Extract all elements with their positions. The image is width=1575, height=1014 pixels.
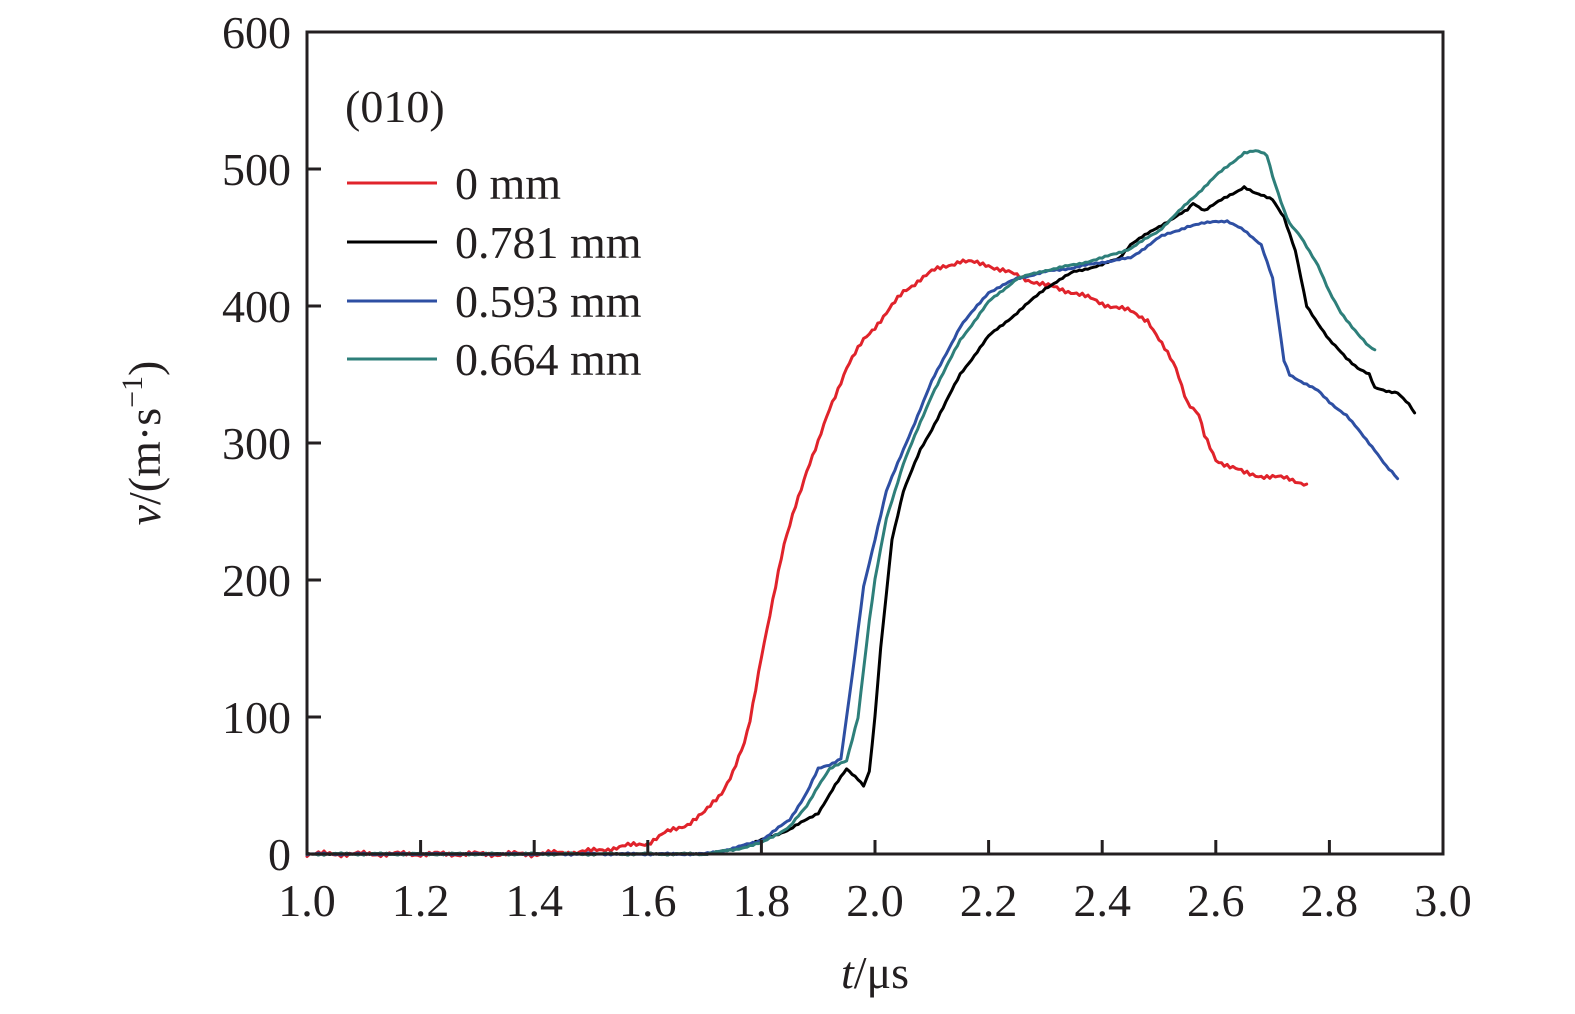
legend-label: 0.664 mm [455,334,642,385]
x-tick-label: 1.4 [505,875,563,926]
x-tick-label: 1.8 [733,875,791,926]
x-tick-label: 1.0 [278,875,336,926]
legend-label: 0.781 mm [455,217,642,268]
y-axis-title-sup: −1 [116,376,149,408]
y-tick-label: 600 [222,7,291,58]
legend-label: 0 mm [455,158,561,209]
y-axis-title-close: ) [119,361,170,376]
x-axis-title-var: t [841,947,855,998]
legend: 0 mm 0.781 mm 0.593 mm 0.664 mm [347,158,642,385]
x-tick-label: 2.6 [1187,875,1245,926]
y-tick-label: 400 [222,281,291,332]
y-tick-label: 0 [268,829,291,880]
y-tick-label: 500 [222,144,291,195]
y-tick-label: 300 [222,418,291,469]
y-axis-title: v/(m·s−1) [116,361,170,526]
y-axis-title-unit: /(m·s [119,408,170,505]
legend-label: 0.593 mm [455,276,642,327]
legend-item: 0.781 mm [347,217,642,268]
legend-item: 0 mm [347,158,561,209]
y-axis: 0 100 200 300 400 500 600 [222,7,321,880]
legend-item: 0.593 mm [347,276,642,327]
x-tick-label: 2.8 [1301,875,1359,926]
y-tick-label: 100 [222,692,291,743]
x-tick-label: 2.4 [1073,875,1131,926]
x-tick-label: 3.0 [1414,875,1472,926]
x-axis-title: t/μs [841,947,909,998]
y-tick-label: 200 [222,555,291,606]
x-tick-label: 2.2 [960,875,1018,926]
x-axis: 1.0 1.2 1.4 1.6 1.8 2.0 2.2 2.4 2.6 2.8 3.0 [278,840,1472,926]
x-tick-label: 1.6 [619,875,677,926]
y-axis-title-var: v [119,504,170,525]
crystal-orientation-label: (010) [345,81,445,132]
x-tick-label: 1.2 [392,875,450,926]
legend-item: 0.664 mm [347,334,642,385]
x-tick-label: 2.0 [846,875,904,926]
x-axis-title-unit: /μs [854,947,909,998]
